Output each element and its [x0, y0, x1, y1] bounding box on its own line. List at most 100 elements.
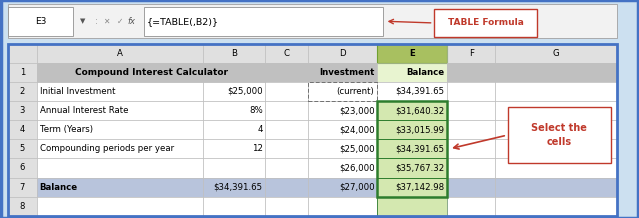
- Bar: [265, 120, 308, 139]
- Text: $26,000: $26,000: [339, 164, 374, 172]
- Bar: [8, 101, 37, 120]
- Bar: [377, 177, 447, 197]
- Bar: [447, 101, 495, 120]
- Bar: [377, 177, 447, 197]
- Bar: [8, 139, 37, 158]
- Bar: [447, 82, 495, 101]
- Bar: [37, 63, 203, 82]
- Bar: [203, 158, 265, 177]
- Bar: [495, 101, 617, 120]
- Bar: [37, 82, 203, 101]
- Bar: [37, 63, 265, 82]
- Bar: [8, 44, 617, 216]
- Text: TABLE Formula: TABLE Formula: [448, 19, 523, 27]
- Bar: [8, 177, 37, 197]
- Bar: [37, 139, 203, 158]
- Bar: [495, 44, 617, 63]
- Text: 1: 1: [20, 68, 25, 77]
- Bar: [377, 197, 447, 216]
- Bar: [8, 197, 37, 216]
- Bar: [37, 197, 203, 216]
- Bar: [447, 44, 495, 63]
- Bar: [495, 158, 617, 177]
- Bar: [447, 139, 495, 158]
- Text: Compound Interest Calculator: Compound Interest Calculator: [40, 68, 186, 77]
- Bar: [495, 120, 617, 139]
- Bar: [495, 82, 617, 101]
- Bar: [495, 177, 617, 197]
- Text: $25,000: $25,000: [227, 87, 263, 96]
- Bar: [203, 139, 265, 158]
- Text: E3: E3: [35, 17, 46, 26]
- Text: Select the
cells: Select the cells: [531, 123, 587, 147]
- Text: $25,000: $25,000: [339, 144, 374, 153]
- Bar: [203, 139, 265, 158]
- Bar: [8, 139, 37, 158]
- Text: $34,391.65: $34,391.65: [396, 87, 445, 96]
- Bar: [37, 177, 203, 197]
- Bar: [377, 197, 447, 216]
- Bar: [37, 197, 203, 216]
- Bar: [203, 120, 265, 139]
- Bar: [37, 101, 203, 120]
- Text: fx: fx: [128, 17, 136, 26]
- Text: 4: 4: [20, 125, 25, 134]
- Text: E: E: [410, 49, 415, 58]
- Bar: [308, 63, 377, 82]
- Text: $34,391.65: $34,391.65: [396, 144, 445, 153]
- Text: Term (Years): Term (Years): [40, 125, 93, 134]
- Bar: [447, 44, 495, 63]
- Bar: [8, 44, 37, 63]
- Bar: [203, 44, 265, 63]
- Bar: [447, 158, 495, 177]
- Bar: [495, 44, 617, 63]
- Bar: [265, 82, 308, 101]
- Bar: [37, 120, 203, 139]
- Bar: [8, 158, 37, 177]
- Bar: [37, 44, 203, 63]
- Text: B: B: [231, 49, 237, 58]
- Bar: [377, 63, 447, 82]
- Bar: [265, 120, 308, 139]
- Text: $34,391.65: $34,391.65: [213, 183, 263, 192]
- Bar: [495, 177, 617, 197]
- Bar: [495, 63, 617, 82]
- Bar: [377, 120, 447, 139]
- Bar: [265, 197, 308, 216]
- Bar: [8, 158, 37, 177]
- Bar: [377, 139, 447, 158]
- Bar: [265, 44, 308, 63]
- Bar: [37, 177, 203, 197]
- Text: 6: 6: [20, 164, 25, 172]
- Bar: [495, 120, 617, 139]
- Bar: [8, 177, 37, 197]
- Bar: [37, 139, 203, 158]
- Bar: [203, 82, 265, 101]
- Bar: [308, 82, 377, 101]
- Bar: [377, 82, 447, 101]
- Text: $35,767.32: $35,767.32: [396, 164, 445, 172]
- Bar: [377, 82, 447, 101]
- Bar: [495, 139, 617, 158]
- Bar: [203, 197, 265, 216]
- Bar: [144, 7, 383, 36]
- Text: (current): (current): [337, 87, 374, 96]
- Bar: [495, 158, 617, 177]
- Text: C: C: [284, 49, 289, 58]
- Bar: [447, 177, 495, 197]
- Bar: [8, 63, 37, 82]
- Bar: [265, 158, 308, 177]
- Text: 12: 12: [252, 144, 263, 153]
- Bar: [203, 120, 265, 139]
- Bar: [265, 101, 308, 120]
- Bar: [377, 158, 447, 177]
- Bar: [447, 63, 495, 82]
- Bar: [8, 120, 37, 139]
- Text: Balance: Balance: [40, 183, 78, 192]
- Bar: [377, 44, 447, 63]
- FancyBboxPatch shape: [507, 107, 611, 163]
- Text: ✕: ✕: [104, 17, 110, 26]
- Bar: [37, 63, 203, 82]
- Bar: [203, 101, 265, 120]
- Bar: [495, 101, 617, 120]
